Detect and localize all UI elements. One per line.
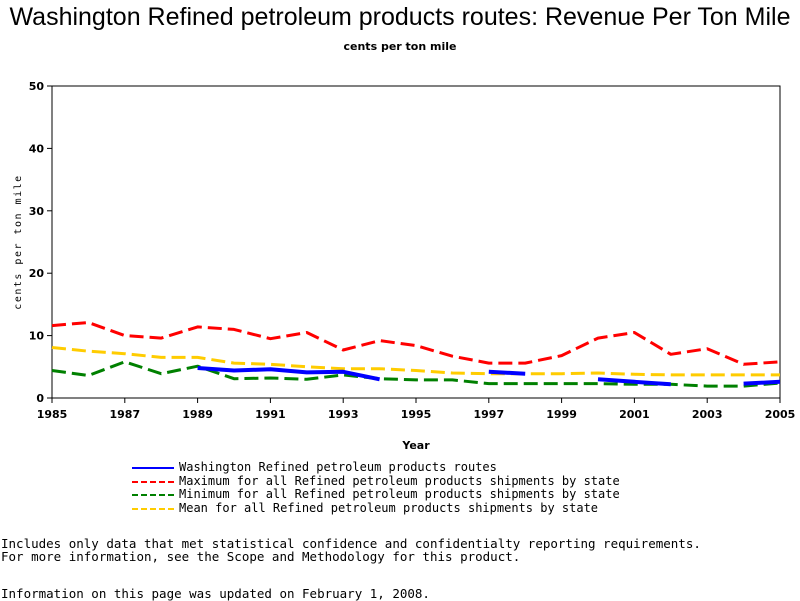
chart-title: Washington Refined petroleum products ro… bbox=[9, 3, 791, 31]
washington-series-line bbox=[743, 379, 781, 386]
y-tick-label: 40 bbox=[29, 142, 45, 155]
x-tick-label: 1993 bbox=[328, 408, 359, 421]
legend-swatch bbox=[132, 507, 174, 510]
x-axis-label: Year bbox=[401, 439, 430, 452]
y-tick-label: 50 bbox=[29, 80, 45, 93]
x-tick-label: 1997 bbox=[473, 408, 504, 421]
washington-series-line bbox=[197, 366, 381, 382]
x-tick-label: 1985 bbox=[37, 408, 68, 421]
methodology-note: For more information, see the Scope and … bbox=[1, 549, 521, 564]
y-axis-label: cents per ton mile bbox=[13, 174, 24, 309]
y-tick-label: 20 bbox=[29, 267, 45, 280]
chart-subtitle: cents per ton mile bbox=[343, 40, 457, 53]
x-tick-label: 2005 bbox=[765, 408, 796, 421]
x-tick-label: 2003 bbox=[692, 408, 723, 421]
x-tick-label: 1989 bbox=[182, 408, 213, 421]
x-tick-label: 1995 bbox=[401, 408, 432, 421]
legend-swatch bbox=[132, 467, 174, 469]
legend-label: Washington Refined petroleum products ro… bbox=[179, 460, 497, 474]
washington-series-line bbox=[488, 369, 526, 376]
y-tick-label: 30 bbox=[29, 205, 45, 218]
minimum-series-line bbox=[51, 360, 781, 388]
x-tick-label: 1999 bbox=[546, 408, 577, 421]
line-chart: 0 10 20 30 40 50 1985 1987 1989 1991 1993 1995 1997… bbox=[13, 80, 796, 452]
washington-series-line bbox=[597, 377, 671, 387]
legend-label: Minimum for all Refined petroleum produc… bbox=[179, 487, 620, 501]
y-tick-label: 0 bbox=[36, 392, 44, 405]
x-tick-label: 1991 bbox=[255, 408, 286, 421]
x-tick-label: 1987 bbox=[109, 408, 140, 421]
update-note: Information on this page was updated on … bbox=[1, 586, 430, 601]
x-axis-ticks: 1985 1987 1989 1991 1993 1995 1997 1999 2001 2003… bbox=[37, 398, 796, 421]
x-tick-label: 2001 bbox=[619, 408, 650, 421]
legend-swatch bbox=[132, 480, 174, 483]
y-axis-ticks: 0 10 20 30 40 50 bbox=[29, 80, 52, 405]
confidence-note: Includes only data that met statistical … bbox=[1, 536, 701, 551]
series-lines bbox=[51, 321, 781, 388]
plot-frame bbox=[51, 85, 781, 399]
legend-swatch bbox=[132, 494, 174, 496]
legend-label: Maximum for all Refined petroleum produc… bbox=[179, 473, 620, 488]
mean-series-line bbox=[51, 346, 780, 377]
y-tick-label: 10 bbox=[29, 330, 45, 343]
legend-label: Mean for all Refined petroleum products … bbox=[179, 500, 599, 515]
maximum-series-line bbox=[51, 321, 781, 366]
